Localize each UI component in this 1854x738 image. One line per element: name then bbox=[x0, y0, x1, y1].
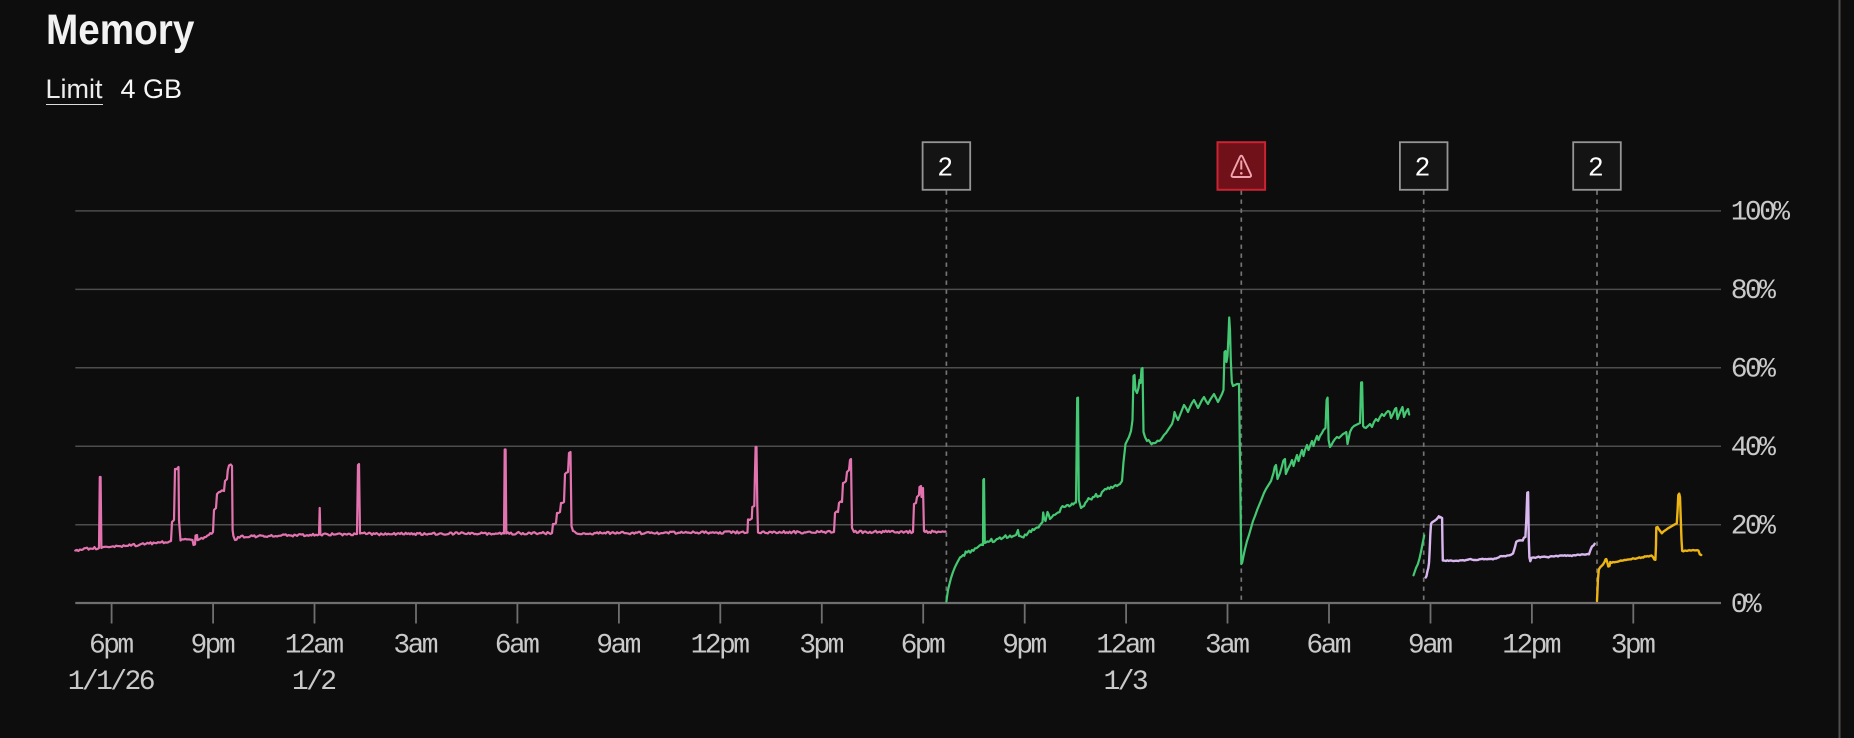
svg-text:2: 2 bbox=[1415, 153, 1431, 183]
svg-text:12am: 12am bbox=[1096, 631, 1155, 662]
svg-text:3pm: 3pm bbox=[1611, 631, 1655, 662]
svg-text:12pm: 12pm bbox=[1502, 631, 1561, 662]
svg-text:100%: 100% bbox=[1731, 198, 1791, 229]
svg-text:6pm: 6pm bbox=[89, 631, 133, 662]
svg-text:12pm: 12pm bbox=[691, 631, 750, 662]
svg-text:3pm: 3pm bbox=[799, 631, 843, 662]
svg-text:9pm: 9pm bbox=[190, 631, 234, 662]
svg-text:3am: 3am bbox=[1205, 631, 1249, 662]
svg-text:3am: 3am bbox=[393, 631, 437, 662]
svg-text:2: 2 bbox=[1588, 153, 1604, 183]
svg-text:6am: 6am bbox=[495, 631, 539, 662]
svg-text:9pm: 9pm bbox=[1002, 631, 1046, 662]
svg-text:1/1/26: 1/1/26 bbox=[68, 667, 154, 698]
svg-text:9am: 9am bbox=[1408, 631, 1452, 662]
svg-text:0%: 0% bbox=[1731, 590, 1762, 621]
svg-text:6am: 6am bbox=[1306, 631, 1350, 662]
svg-text:9am: 9am bbox=[596, 631, 640, 662]
svg-text:80%: 80% bbox=[1731, 276, 1776, 307]
svg-text:2: 2 bbox=[937, 153, 953, 183]
svg-text:40%: 40% bbox=[1731, 433, 1776, 464]
svg-text:60%: 60% bbox=[1731, 355, 1776, 386]
svg-text:20%: 20% bbox=[1731, 511, 1776, 542]
svg-text:6pm: 6pm bbox=[901, 631, 945, 662]
svg-text:12am: 12am bbox=[285, 631, 344, 662]
svg-text:1/2: 1/2 bbox=[292, 667, 335, 698]
svg-text:1/3: 1/3 bbox=[1103, 667, 1147, 698]
